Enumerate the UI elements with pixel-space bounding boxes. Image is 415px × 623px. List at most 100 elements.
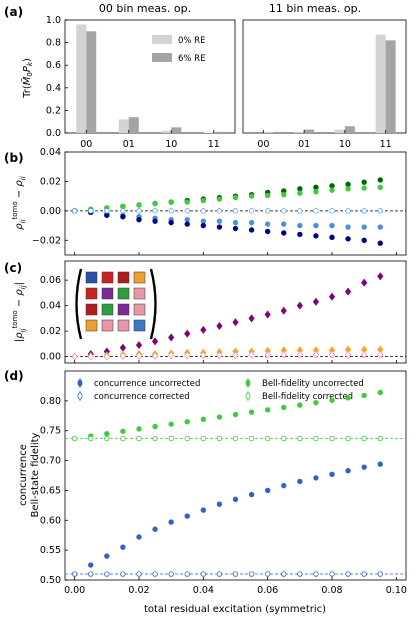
point-c-2-9 bbox=[216, 351, 223, 360]
point-b-4-19 bbox=[377, 208, 383, 214]
point-b-1-11 bbox=[248, 193, 255, 199]
point-d-0-11 bbox=[248, 491, 255, 498]
xtick-aright-11: 11 bbox=[380, 139, 392, 150]
point-d-0-14 bbox=[297, 478, 303, 485]
point-b-2-13 bbox=[281, 221, 287, 227]
point-b-1-18 bbox=[361, 185, 367, 191]
point-d-3-19 bbox=[377, 435, 383, 442]
bar-left-11-1 bbox=[213, 131, 224, 133]
bar-right-01-0 bbox=[294, 131, 305, 133]
point-b-2-11 bbox=[248, 219, 255, 226]
inset-cell-2-3 bbox=[133, 303, 146, 316]
ytick-d-0: 0.50 bbox=[40, 575, 61, 586]
inset-left-paren bbox=[75, 268, 83, 340]
ytick-a-3: 0.6 bbox=[46, 60, 61, 71]
point-d-1-8 bbox=[200, 571, 207, 577]
inset-cell-0-3 bbox=[133, 271, 146, 284]
point-b-4-18 bbox=[361, 208, 367, 214]
point-b-3-10 bbox=[232, 225, 239, 232]
ytick-d-3: 0.65 bbox=[40, 485, 61, 496]
point-d-0-10 bbox=[232, 496, 239, 503]
point-c-2-12 bbox=[264, 350, 271, 359]
point-b-3-8 bbox=[200, 222, 207, 229]
point-c-2-6 bbox=[168, 351, 175, 360]
ytick-a-5: 1.0 bbox=[46, 15, 61, 26]
point-b-1-17 bbox=[345, 186, 351, 192]
point-d-0-19 bbox=[377, 461, 383, 467]
ytick-d-1: 0.55 bbox=[40, 545, 61, 556]
panel-d-ylabel-line2: Bell-state fidelity bbox=[30, 432, 41, 517]
panel-d-legend: concurrence uncorrected concurrence corr… bbox=[77, 378, 364, 402]
point-d-1-14 bbox=[297, 571, 303, 577]
point-b-1-13 bbox=[281, 191, 287, 198]
legend-concurrence-corrected bbox=[77, 391, 83, 401]
ytick-b-2: 0.02 bbox=[40, 176, 61, 187]
point-d-3-9 bbox=[216, 435, 223, 442]
point-d-0-1 bbox=[88, 562, 94, 568]
ytick-c-2: 0.04 bbox=[40, 301, 61, 312]
point-c-2-10 bbox=[232, 351, 239, 360]
point-d-1-10 bbox=[232, 571, 239, 577]
xtick-d-5: 0.10 bbox=[386, 585, 407, 596]
ytick-d-5: 0.75 bbox=[40, 426, 61, 437]
point-d-2-19 bbox=[377, 389, 383, 396]
point-d-0-12 bbox=[264, 487, 271, 494]
legend-marker-1 bbox=[77, 392, 83, 400]
inset-cell-0-2 bbox=[117, 271, 130, 284]
point-d-0-5 bbox=[152, 526, 158, 532]
point-d-2-11 bbox=[248, 409, 255, 415]
legend-marker-0 bbox=[77, 379, 83, 387]
point-b-3-3 bbox=[120, 214, 126, 220]
panel-d-xlabel: total residual excitation (symmetric) bbox=[144, 604, 326, 615]
inset-cell-3-0 bbox=[85, 319, 98, 332]
point-d-0-17 bbox=[345, 468, 351, 474]
point-b-1-14 bbox=[297, 190, 303, 196]
point-b-3-9 bbox=[216, 224, 223, 230]
point-b-1-8 bbox=[200, 197, 207, 204]
bar-left-00-0 bbox=[76, 24, 87, 133]
point-d-2-16 bbox=[329, 397, 335, 403]
inset-cell-2-1 bbox=[101, 303, 114, 316]
legend-label-concurrence-corrected: concurrence corrected bbox=[94, 392, 190, 402]
point-d-1-6 bbox=[168, 571, 174, 577]
point-c-2-1 bbox=[87, 352, 94, 361]
ytick-b-1: 0.00 bbox=[40, 206, 61, 217]
point-d-0-8 bbox=[200, 507, 207, 513]
panel-a-right-frame bbox=[242, 19, 407, 134]
point-b-0-16 bbox=[329, 183, 335, 189]
point-d-1-9 bbox=[216, 571, 223, 577]
panel-a-ylabel: Tr(M̃0Pk) bbox=[20, 58, 34, 99]
point-b-4-3 bbox=[120, 208, 126, 214]
point-b-4-15 bbox=[313, 208, 319, 214]
point-c-2-5 bbox=[151, 351, 159, 361]
point-b-2-18 bbox=[361, 224, 367, 230]
point-b-1-16 bbox=[329, 187, 335, 193]
point-d-3-12 bbox=[264, 435, 271, 442]
point-b-1-10 bbox=[232, 194, 239, 201]
point-b-4-10 bbox=[232, 208, 239, 214]
point-d-3-6 bbox=[168, 435, 174, 442]
point-b-2-16 bbox=[329, 222, 335, 229]
point-c-0-18 bbox=[361, 278, 368, 287]
point-b-4-2 bbox=[104, 208, 110, 214]
point-d-3-5 bbox=[152, 435, 158, 442]
point-b-4-14 bbox=[297, 208, 303, 214]
panel-a-left-title: 00 bin meas. op. bbox=[99, 2, 191, 15]
ytick-c-0: 0.00 bbox=[40, 352, 61, 363]
point-b-4-12 bbox=[264, 208, 271, 214]
point-c-2-18 bbox=[361, 350, 368, 359]
point-c-2-16 bbox=[328, 350, 336, 359]
point-d-0-15 bbox=[313, 475, 319, 481]
bar-left-10-0 bbox=[161, 130, 172, 133]
point-d-0-16 bbox=[329, 471, 335, 478]
point-b-3-11 bbox=[248, 227, 255, 233]
point-b-4-7 bbox=[184, 208, 190, 214]
point-c-0-17 bbox=[344, 287, 352, 296]
point-b-3-16 bbox=[329, 234, 335, 241]
xtick-d-4: 0.08 bbox=[321, 585, 342, 596]
ytick-a-0: 0.0 bbox=[46, 128, 61, 139]
legend-label-6re: 6% RE bbox=[178, 54, 205, 64]
point-c-2-4 bbox=[135, 351, 143, 361]
point-d-3-17 bbox=[345, 435, 351, 442]
point-d-1-0 bbox=[71, 571, 78, 577]
